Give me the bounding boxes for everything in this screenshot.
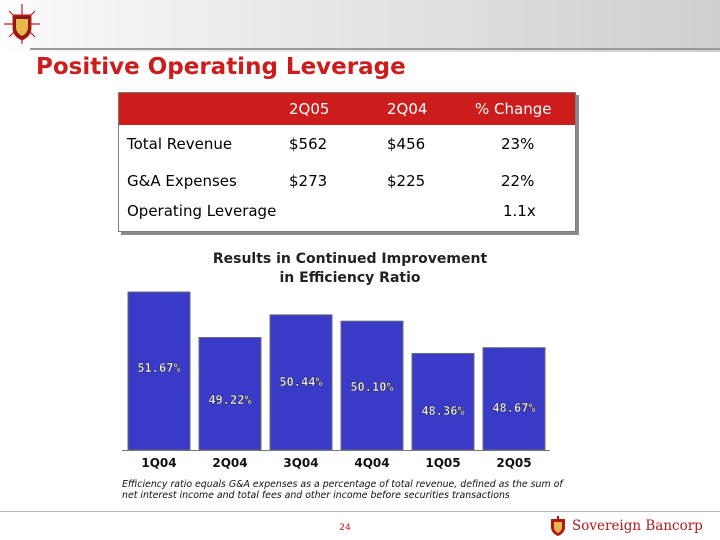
footnote: Efficiency ratio equals G&A expenses as … [122,479,563,501]
chart-title-line2: in Efficiency Ratio [279,270,421,286]
row-label-revenue: Total Revenue [127,135,233,153]
header-2q05: 2Q05 [289,100,330,118]
chart-title: Results in Continued Improvement in Effi… [150,250,550,288]
x-tick-1q05: 1Q05 [425,456,460,470]
page-number: 24 [339,523,351,533]
data-label-4q04: 50.10% [350,380,394,394]
bar-4q04 [340,320,404,451]
x-tick-4q04: 4Q04 [354,456,389,470]
data-label-2q05: 48.67% [492,401,536,415]
cell-revenue-2q05: $562 [289,135,328,153]
x-tick-3q04: 3Q04 [283,456,318,470]
sovereign-crest-icon [551,516,565,536]
cell-ga-2q04: $225 [387,172,426,190]
chart-canvas: 51.67% 1Q04 49.22% 2Q04 50.44% 3Q04 50.10% 4Q04… [122,291,550,470]
x-tick-2q04: 2Q04 [212,456,247,470]
title-rule [30,48,720,50]
header-band [0,0,720,52]
sovereign-crest-icon [4,4,40,44]
bar-3q04 [269,314,333,451]
bar-2q04 [198,336,262,451]
x-tick-2q05: 2Q05 [496,456,531,470]
footnote-line1: Efficiency ratio equals G&A expenses as … [122,479,563,490]
cell-leverage-change: 1.1x [503,202,536,220]
cell-revenue-2q04: $456 [387,135,426,153]
table-header [119,93,575,125]
footnote-line2: net interest income and total fees and o… [122,490,510,501]
chart-title-line1: Results in Continued Improvement [212,251,488,267]
cell-revenue-change: 23% [501,135,535,153]
financial-table: 2Q05 2Q04 % Change Total Revenue $562 $4… [118,92,576,232]
data-label-2q04: 49.22% [208,393,252,407]
header-change: % Change [475,100,552,118]
data-label-1q04: 51.67% [137,361,181,375]
page-title: Positive Operating Leverage [36,54,406,80]
bar-1q04 [127,291,191,451]
header-2q04: 2Q04 [387,100,428,118]
row-label-ga: G&A Expenses [127,172,237,190]
brand-name: Sovereign Bancorp [572,518,703,534]
footer-rule [0,511,720,512]
x-tick-1q04: 1Q04 [141,456,176,470]
bar-1q05 [411,352,475,451]
data-label-3q04: 50.44% [279,375,323,389]
cell-ga-change: 22% [501,172,535,190]
data-label-1q05: 48.36% [421,404,465,418]
bar-2q05 [482,347,546,451]
efficiency-bar-chart: 51.67% 1Q04 49.22% 2Q04 50.44% 3Q04 50.10% 4Q04… [120,282,560,474]
cell-ga-2q05: $273 [289,172,328,190]
row-label-leverage: Operating Leverage [127,202,277,220]
